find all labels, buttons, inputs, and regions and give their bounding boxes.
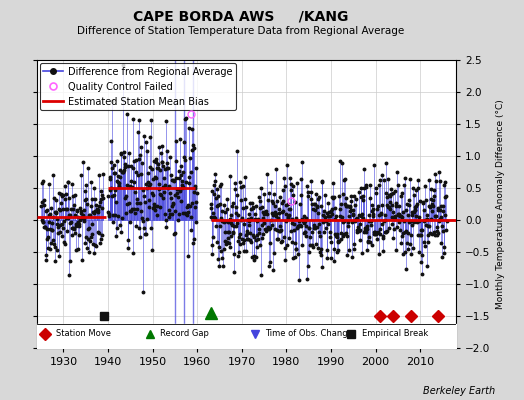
Text: Record Gap: Record Gap: [160, 330, 209, 338]
Text: Station Move: Station Move: [56, 330, 111, 338]
Text: Berkeley Earth: Berkeley Earth: [423, 386, 495, 396]
Legend: Difference from Regional Average, Quality Control Failed, Estimated Station Mean: Difference from Regional Average, Qualit…: [40, 63, 236, 110]
Y-axis label: Monthly Temperature Anomaly Difference (°C): Monthly Temperature Anomaly Difference (…: [496, 99, 505, 309]
Text: Empirical Break: Empirical Break: [362, 330, 428, 338]
Text: CAPE BORDA AWS     /KANG: CAPE BORDA AWS /KANG: [133, 10, 349, 24]
Text: Difference of Station Temperature Data from Regional Average: Difference of Station Temperature Data f…: [78, 26, 405, 36]
Text: Time of Obs. Change: Time of Obs. Change: [265, 330, 353, 338]
